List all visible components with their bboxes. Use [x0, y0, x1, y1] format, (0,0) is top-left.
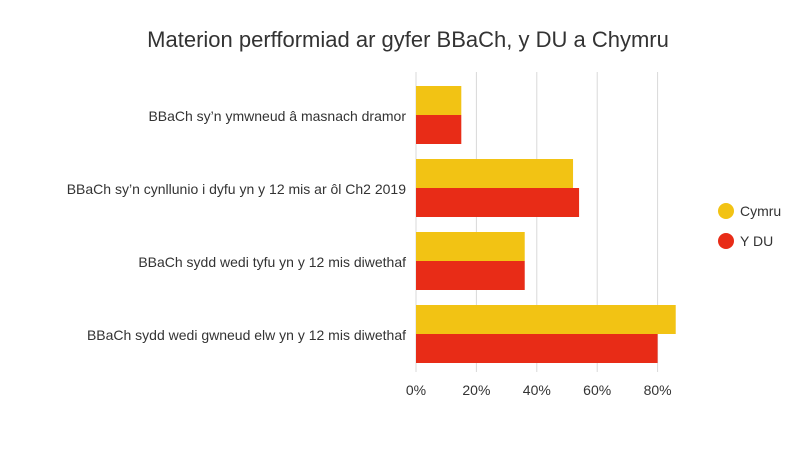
- category-label-1: BBaCh sy’n cynllunio i dyfu yn y 12 mis …: [67, 181, 406, 197]
- bar-y-du-2: [416, 261, 525, 290]
- legend: Cymru Y DU: [718, 203, 781, 249]
- category-labels: BBaCh sy’n ymwneud â masnach dramor BBaCh…: [67, 108, 407, 343]
- bar-cymru-3: [416, 305, 676, 334]
- chart-title: Materion perfformiad ar gyfer BBaCh, y D…: [147, 27, 669, 52]
- legend-label-y-du: Y DU: [740, 233, 773, 249]
- x-tick-label-3: 60%: [583, 382, 611, 398]
- x-tick-label-1: 20%: [462, 382, 490, 398]
- x-tick-label-4: 80%: [644, 382, 672, 398]
- legend-label-cymru: Cymru: [740, 203, 781, 219]
- bar-y-du-1: [416, 188, 580, 217]
- bar-cymru-1: [416, 159, 574, 188]
- legend-swatch-cymru: [718, 203, 734, 219]
- bar-y-du-3: [416, 334, 658, 363]
- legend-swatch-y-du: [718, 233, 734, 249]
- category-label-2: BBaCh sydd wedi tyfu yn y 12 mis diwetha…: [138, 254, 406, 270]
- bar-y-du-0: [416, 115, 462, 144]
- bar-cymru-2: [416, 232, 525, 261]
- x-tick-label-0: 0%: [406, 382, 426, 398]
- bar-cymru-0: [416, 86, 462, 115]
- bars: [416, 86, 676, 363]
- category-label-0: BBaCh sy’n ymwneud â masnach dramor: [148, 108, 406, 124]
- x-tick-label-2: 40%: [523, 382, 551, 398]
- x-axis-ticks: 0% 20% 40% 60% 80%: [406, 382, 672, 398]
- category-label-3: BBaCh sydd wedi gwneud elw yn y 12 mis d…: [87, 327, 406, 343]
